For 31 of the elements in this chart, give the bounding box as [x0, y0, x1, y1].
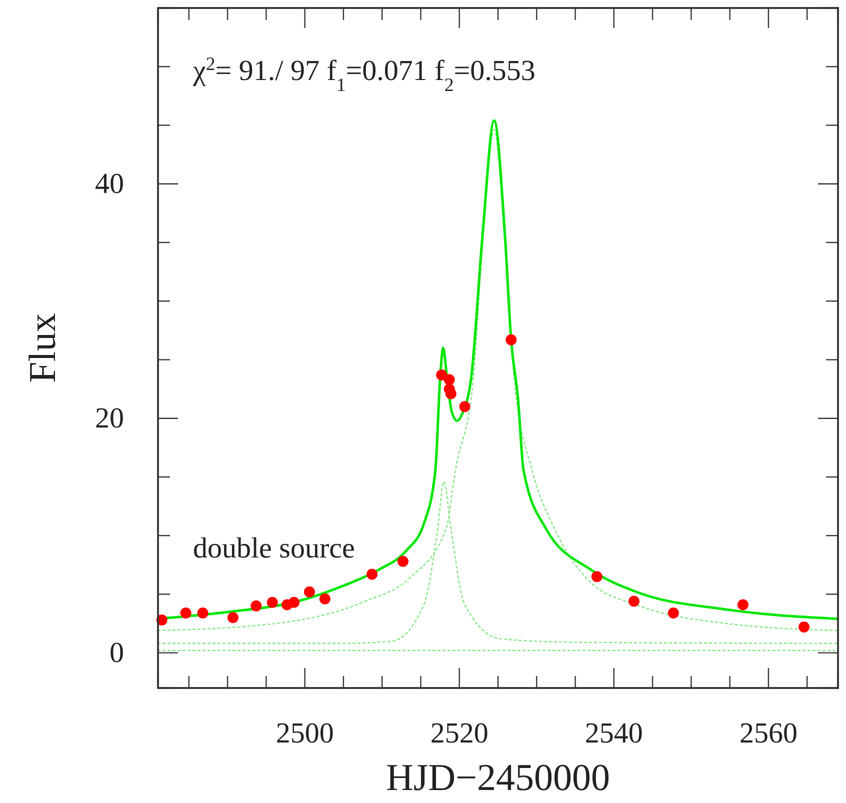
point	[444, 374, 455, 386]
point	[266, 596, 278, 608]
point	[319, 593, 330, 604]
point	[366, 568, 378, 580]
y-tick-label: 20	[95, 402, 124, 435]
point	[628, 596, 640, 607]
point	[180, 607, 192, 618]
point	[506, 334, 517, 346]
point	[197, 607, 208, 618]
point	[227, 612, 238, 624]
annotation: double source	[193, 532, 355, 564]
point	[397, 556, 408, 567]
point	[459, 401, 470, 412]
point	[798, 622, 810, 633]
x-tick-label: 2540	[584, 718, 643, 750]
point	[288, 596, 300, 608]
point	[445, 388, 456, 400]
point	[436, 369, 448, 380]
annotation: χ$^{2}$= 91./ 97 f$_{1}$=0.071 f$_{2}$=0.553	[192, 54, 536, 96]
point	[250, 600, 262, 612]
x-tick-label: 2520	[430, 718, 488, 750]
x-axis-title: HJD−2450000	[386, 757, 610, 799]
point	[304, 586, 315, 598]
point	[591, 571, 602, 582]
point	[668, 607, 679, 618]
y-axis-title: Flux	[22, 313, 64, 383]
x-tick-label: 2500	[276, 718, 334, 750]
point	[737, 599, 748, 610]
y-tick-label: 0	[110, 637, 124, 670]
y-tick-label: 40	[95, 168, 124, 200]
x-tick-label: 2560	[739, 718, 798, 750]
